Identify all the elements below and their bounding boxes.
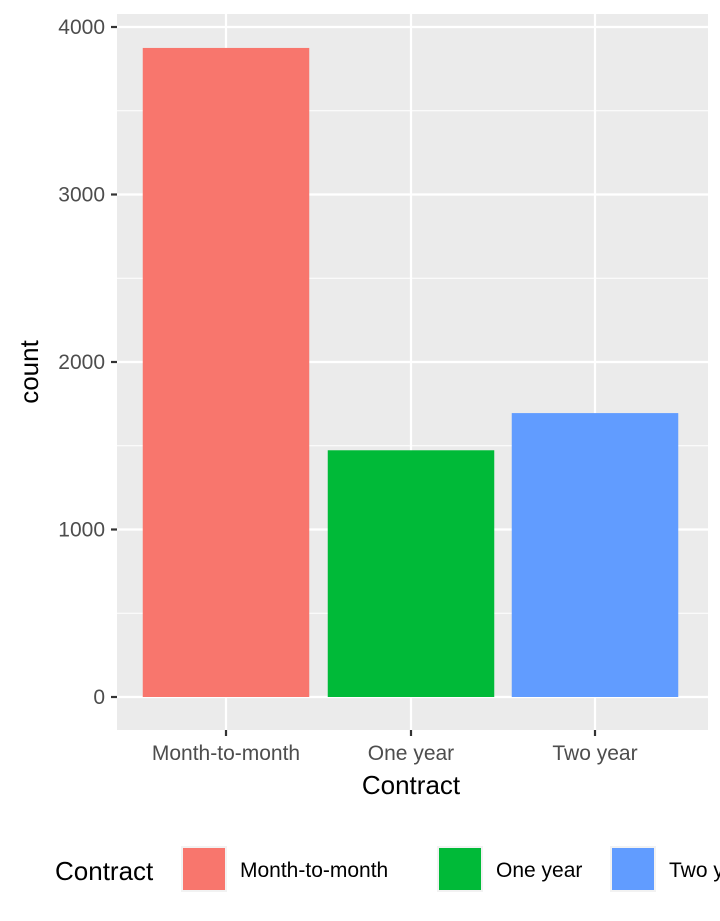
y-tick-label: 0 — [93, 686, 105, 709]
legend: Contract Month-to-month One year Two year — [55, 846, 720, 892]
bar — [511, 413, 679, 697]
legend-key — [183, 848, 225, 890]
y-tick-label: 1000 — [58, 519, 105, 542]
y-tick-label: 2000 — [58, 351, 105, 374]
x-axis: Month-to-month One year Two year — [152, 730, 638, 765]
bar — [142, 47, 310, 697]
legend-title: Contract — [55, 856, 154, 886]
bars — [142, 47, 679, 697]
x-tick-label: Two year — [552, 742, 637, 765]
legend-key — [612, 848, 654, 890]
y-axis: 0 1000 2000 3000 4000 — [58, 16, 117, 709]
y-tick-label: 4000 — [58, 16, 105, 39]
y-axis-title: count — [14, 339, 44, 403]
x-tick-label: One year — [368, 742, 454, 765]
legend-label: Month-to-month — [240, 859, 388, 882]
legend-label: Two year — [669, 859, 720, 882]
x-tick-label: Month-to-month — [152, 742, 300, 765]
y-tick-label: 3000 — [58, 184, 105, 207]
x-axis-title: Contract — [362, 770, 461, 800]
bar — [327, 450, 495, 697]
legend-key — [439, 848, 481, 890]
legend-label: One year — [496, 859, 582, 882]
